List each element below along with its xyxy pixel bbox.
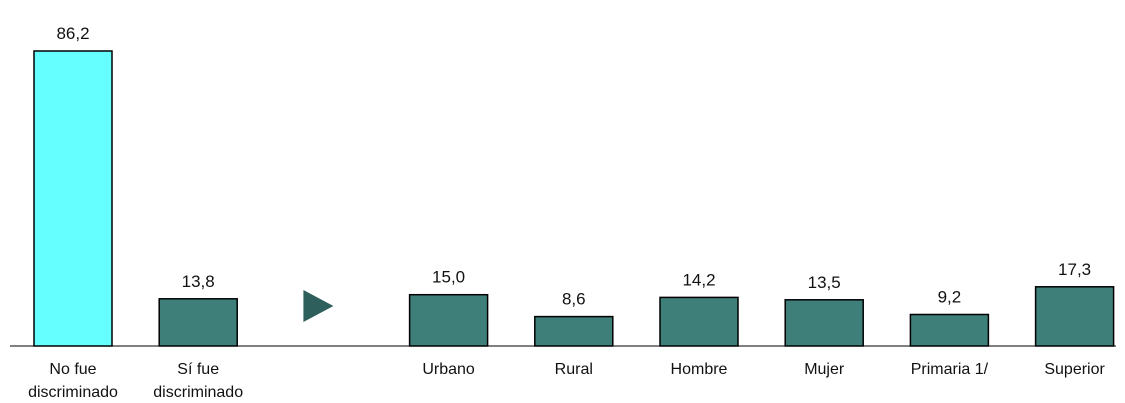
bar-value-label: 17,3 [1058,260,1091,279]
bar-value-label: 9,2 [938,288,962,307]
bar-value-label: 13,5 [808,273,841,292]
bar [659,296,739,347]
category-label: Rural [555,361,593,378]
bar-value-label: 8,6 [562,290,586,309]
bar [158,298,238,347]
category-label: Urbano [422,361,475,378]
bar [909,313,990,347]
category-label: No fue [49,361,96,378]
bar [784,299,864,347]
separator-arrow-icon [303,290,334,322]
bar-value-label: 14,2 [682,270,715,289]
category-label: Primaria 1/ [911,361,989,378]
bar [1034,286,1115,347]
category-label: Hombre [671,361,728,378]
category-label: discriminado [28,384,118,401]
bar-value-label: 15,0 [432,268,465,287]
category-label: Superior [1044,361,1105,378]
bar-value-label: 86,2 [56,24,89,43]
category-label: Sí fue [177,361,219,378]
category-label: Mujer [804,361,845,378]
bar [33,50,113,347]
bar [534,315,614,347]
category-label: discriminado [153,384,243,401]
bar [408,293,489,347]
bar-value-label: 13,8 [182,272,215,291]
